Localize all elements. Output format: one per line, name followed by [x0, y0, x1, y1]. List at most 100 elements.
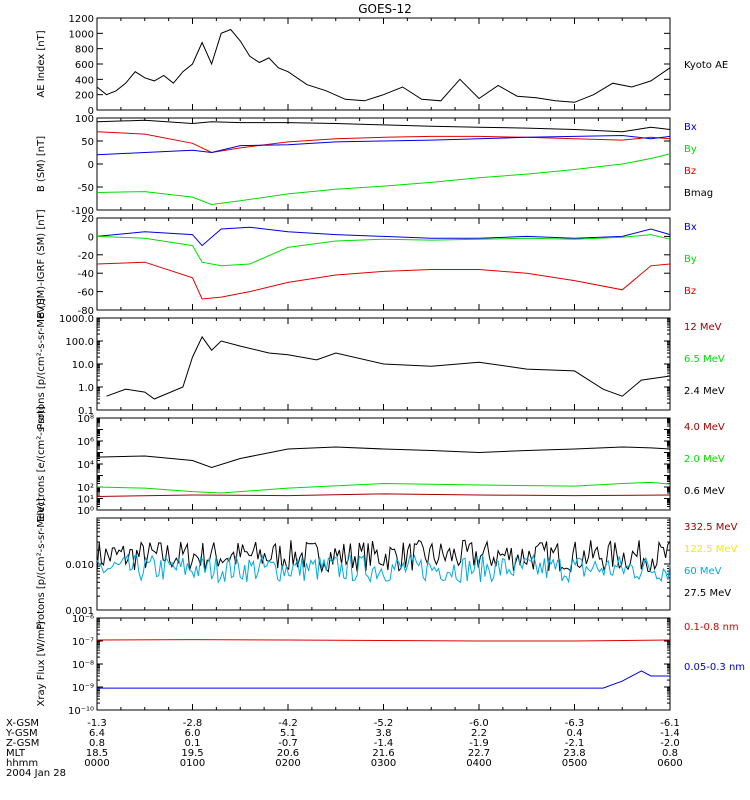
series-by	[96, 153, 671, 206]
legend-entry: 332.5 MeV	[684, 522, 738, 533]
y-tick-label: 20	[81, 214, 94, 225]
date-label: 2004 Jan 28	[6, 768, 66, 779]
y-tick-label: -50	[78, 183, 94, 194]
ephemeris-label: hhmm	[6, 758, 38, 769]
ephemeris-value: -6.3	[565, 718, 585, 729]
legend-entry: Bx	[684, 222, 697, 233]
y-tick-label: -20	[78, 251, 94, 262]
legend-entry: 0.6 MeV	[684, 486, 725, 497]
ephemeris-value: 0300	[371, 758, 396, 769]
y-tick-label: 10⁻⁶	[72, 614, 94, 625]
y-tick-label: -100	[71, 206, 94, 217]
series-bx	[96, 134, 671, 156]
y-tick-label: 0	[88, 106, 94, 117]
series-bz	[96, 131, 671, 154]
ephemeris-value: -2.0	[660, 738, 680, 749]
legend-entry: Bx	[684, 122, 697, 133]
ephemeris-value: -6.0	[469, 718, 489, 729]
y-tick-label: 10⁻⁷	[72, 637, 94, 648]
ephemeris-value: 20.6	[277, 748, 299, 759]
panel-frame	[96, 17, 671, 111]
legend-entry: Bz	[684, 166, 696, 177]
ephemeris-value: -1.4	[660, 728, 680, 739]
ephemeris-label: X-GSM	[6, 718, 39, 729]
ephemeris-value: 19.5	[181, 748, 203, 759]
series-60-mev	[96, 553, 671, 584]
y-tick-label: 10⁰	[77, 506, 94, 517]
y-tick-label: 10⁸	[77, 414, 94, 425]
y-tick-label: 50	[81, 137, 94, 148]
panel-protons_high: 0.001 0.010 Protons [p/(cm²-s-sr-MeV)] 332.…	[36, 498, 738, 630]
ephemeris-value: 23.8	[563, 748, 585, 759]
ephemeris-value: 0600	[657, 758, 682, 769]
y-tick-label: 1000.0	[59, 314, 94, 325]
panel-protons_low: 0.1 1.0 10.0 100.0 1000.0 Protons [p/(cm²-s-s…	[36, 298, 725, 430]
y-tick-label: 0.1	[78, 406, 94, 417]
panel-xray: 10⁻¹⁰ 10⁻⁹ 10⁻⁸ 10⁻⁷ 10⁻⁶ Xray Flux [W/m²] 0.1…	[36, 614, 745, 717]
ephemeris-value: 21.6	[372, 748, 394, 759]
ephemeris-value: -6.1	[660, 718, 680, 729]
panel-ylabel: B (SM) [nT]	[36, 136, 47, 192]
legend-entry: 6.5 MeV	[684, 354, 725, 365]
panel-frame	[96, 417, 671, 511]
ephemeris-value: 0000	[84, 758, 109, 769]
series-0-05-0-3-nm	[97, 670, 670, 689]
series-2-0-mev	[96, 481, 671, 494]
series-bz	[96, 261, 671, 300]
y-tick-label: -60	[78, 288, 94, 299]
y-tick-label: 100.0	[65, 337, 94, 348]
panel-ylabel: AE Index [nT]	[36, 30, 47, 97]
y-tick-label: 10⁶	[77, 437, 94, 448]
ephemeris-label: Y-GSM	[5, 728, 38, 739]
ephemeris-value: -1.9	[469, 738, 489, 749]
ephemeris-value: -2.1	[565, 738, 585, 749]
series-bmag	[96, 119, 671, 133]
series-bx	[96, 226, 671, 247]
y-tick-label: 0	[88, 160, 94, 171]
y-tick-label: 800	[75, 45, 94, 56]
y-tick-label: 10⁻⁸	[72, 660, 94, 671]
ephemeris-value: 0.8	[662, 748, 678, 759]
series-4-0-mev	[96, 493, 671, 497]
y-tick-label: 0	[88, 232, 94, 243]
ephemeris-value: -2.8	[183, 718, 203, 729]
y-tick-label: 1000	[69, 29, 94, 40]
legend-entry: 122.5 MeV	[684, 544, 738, 555]
legend-entry: Kyoto AE	[684, 60, 728, 71]
ephemeris-value: 0.4	[567, 728, 583, 739]
ephemeris-value: 5.1	[280, 728, 296, 739]
series-2-4-mev	[106, 335, 671, 400]
legend-entry: Bmag	[684, 188, 713, 199]
panel-frame	[96, 617, 671, 711]
ephemeris-value: 22.7	[468, 748, 490, 759]
ephemeris-value: 18.5	[86, 748, 108, 759]
panel-ylabel: Protons [p/(cm²-s-sr-MeV)]	[36, 498, 47, 630]
y-tick-label: -40	[78, 269, 94, 280]
series-kyoto-ae	[96, 28, 671, 103]
ephemeris-value: 6.4	[89, 728, 105, 739]
series-0-1-0-8-nm	[96, 639, 671, 642]
y-tick-label: 10¹	[77, 495, 94, 506]
ephemeris-value: 0100	[180, 758, 205, 769]
y-tick-label: 0.001	[65, 606, 94, 617]
series-by	[96, 234, 671, 267]
ephemeris-label: MLT	[6, 748, 26, 759]
y-tick-label: 10⁻¹⁰	[68, 706, 94, 717]
ephemeris-table: X-GSM -1.3 -2.8 -4.2 -5.2 -6.0 -6.3 -6.1 Y-GSM 6.…	[5, 718, 683, 769]
ephemeris-value: 0400	[466, 758, 491, 769]
y-tick-label: 0.010	[65, 560, 94, 571]
legend-entry: 2.4 MeV	[684, 386, 725, 397]
y-tick-label: 100	[75, 114, 94, 125]
y-tick-label: 10.0	[72, 360, 94, 371]
legend-entry: 60 MeV	[684, 566, 722, 577]
panel-ylabel: B (SM)-IGRF (SM) [nT]	[36, 209, 47, 318]
y-tick-label: 400	[75, 75, 94, 86]
panel-bdiff: -80 -60 -40 -20 0 20 B (SM)-IGRF (SM) [nT] Bx By…	[36, 209, 697, 318]
ephemeris-value: 2.2	[471, 728, 487, 739]
ephemeris-value: 6.0	[185, 728, 201, 739]
ephemeris-value: -1.3	[87, 718, 107, 729]
ephemeris-value: -5.2	[374, 718, 394, 729]
